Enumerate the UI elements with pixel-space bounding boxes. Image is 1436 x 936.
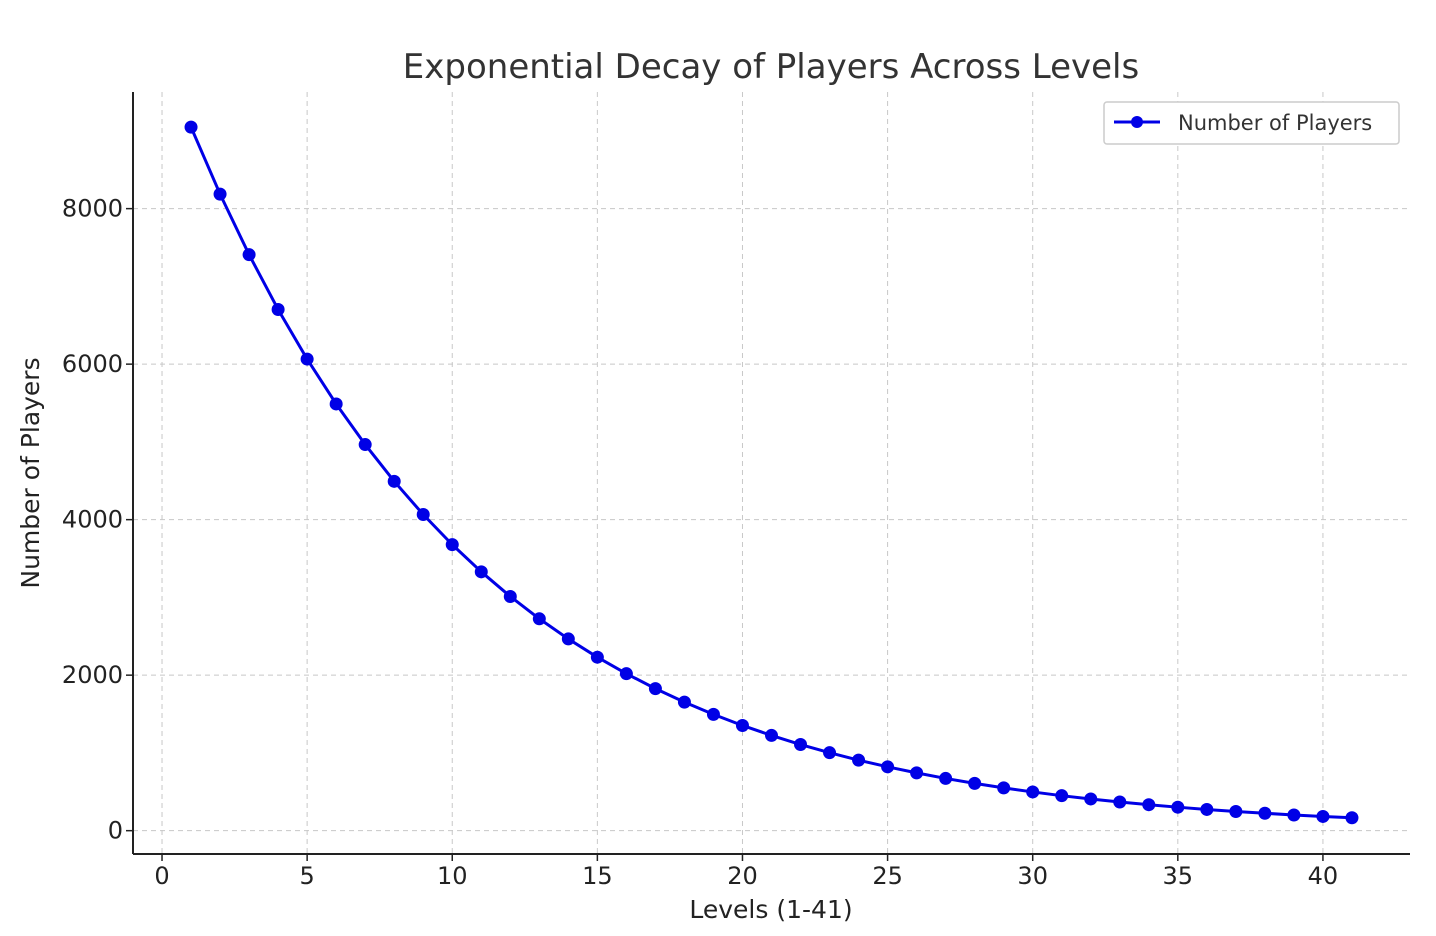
legend-box [1103, 101, 1400, 145]
data-point [445, 538, 459, 552]
data-point [677, 695, 691, 709]
x-tick-label: 40 [1308, 862, 1339, 890]
y-tick-label: 6000 [62, 350, 123, 378]
data-point [532, 612, 546, 626]
x-tick-label: 5 [299, 862, 314, 890]
y-tick-label: 4000 [62, 506, 123, 534]
series-layer [184, 120, 1359, 825]
data-point [852, 753, 866, 767]
data-point [1084, 792, 1098, 806]
data-point [474, 565, 488, 579]
data-point [329, 397, 343, 411]
data-point [1055, 789, 1069, 803]
x-tick-label: 15 [582, 862, 613, 890]
data-point [416, 508, 430, 522]
data-point [1200, 802, 1214, 816]
x-tick-label: 0 [154, 862, 169, 890]
data-point [213, 187, 227, 201]
data-point [358, 438, 372, 452]
y-tick-label: 2000 [62, 661, 123, 689]
data-point [1026, 785, 1040, 799]
data-point [968, 776, 982, 790]
grid [133, 92, 1410, 854]
data-point [1316, 809, 1330, 823]
data-point [271, 302, 285, 316]
data-point [184, 120, 198, 134]
data-point [1229, 804, 1243, 818]
data-point [1258, 806, 1272, 820]
x-tick-label: 20 [727, 862, 758, 890]
data-point [619, 667, 633, 681]
y-axis-label: Number of Players [16, 357, 45, 588]
data-point [910, 766, 924, 780]
data-point [997, 781, 1011, 795]
axes: 0 5 10 15 20 25 30 35 40 0 2000 4000 6000 8000 [62, 92, 1410, 890]
x-tick-label: 30 [1017, 862, 1048, 890]
data-point [794, 738, 808, 752]
data-point [706, 707, 720, 721]
data-point [1345, 811, 1359, 825]
legend: Number of Players [1103, 101, 1400, 145]
data-point [1287, 808, 1301, 822]
data-point [300, 352, 314, 366]
y-tick-label: 8000 [62, 195, 123, 223]
data-point [881, 760, 895, 774]
data-point [561, 632, 575, 646]
legend-marker-swatch [1131, 116, 1143, 128]
data-point [765, 728, 778, 742]
data-point [823, 746, 837, 760]
data-point [1171, 800, 1185, 814]
data-point [939, 771, 953, 785]
data-point [503, 589, 517, 603]
data-point [387, 474, 401, 488]
x-tick-label: 35 [1163, 862, 1194, 890]
data-point [242, 248, 256, 262]
data-point [648, 682, 662, 696]
chart-title: Exponential Decay of Players Across Leve… [403, 47, 1139, 87]
legend-entry-label: Number of Players [1178, 111, 1372, 135]
x-tick-label: 25 [872, 862, 903, 890]
data-point [590, 650, 604, 664]
x-tick-label: 10 [437, 862, 468, 890]
data-point [1113, 795, 1127, 809]
y-tick-label: 0 [108, 817, 123, 845]
x-axis-label: Levels (1-41) [689, 895, 852, 924]
data-point [735, 718, 749, 732]
data-point [1142, 798, 1156, 812]
